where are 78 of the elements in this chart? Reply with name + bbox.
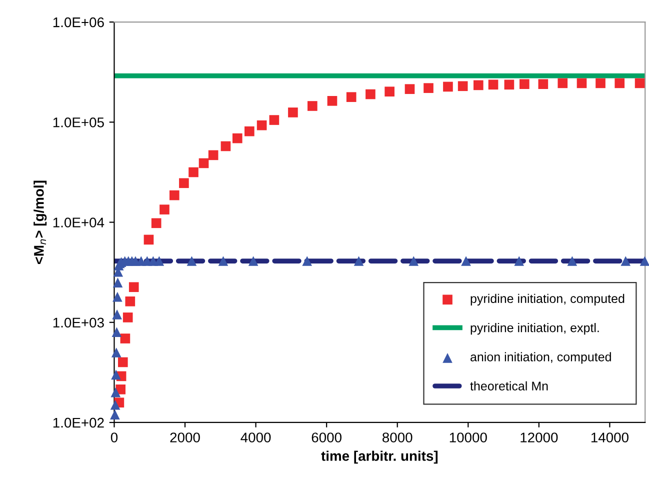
point — [120, 334, 130, 344]
x-tick-label: 14000 — [591, 432, 628, 442]
point — [567, 256, 578, 266]
x-axis-title: time [arbitr. units] — [321, 450, 438, 464]
x-tick-label: 8000 — [382, 432, 412, 442]
legend-label: pyridine initiation, computed — [470, 294, 624, 306]
point — [118, 357, 128, 368]
point — [112, 292, 122, 302]
point — [144, 234, 154, 245]
point — [424, 83, 434, 93]
point — [110, 410, 120, 420]
point — [244, 126, 254, 136]
point — [248, 256, 258, 266]
point — [122, 312, 133, 322]
x-tick-label: 0 — [110, 432, 118, 442]
point — [112, 278, 123, 288]
y-tick-label: 1.0E+04 — [53, 218, 104, 228]
point — [474, 80, 484, 90]
point — [504, 80, 514, 90]
point — [198, 158, 209, 168]
point — [308, 101, 318, 111]
point — [125, 296, 136, 306]
point — [596, 78, 606, 88]
point — [288, 108, 298, 118]
point — [404, 84, 415, 94]
point — [538, 79, 548, 89]
point — [366, 89, 376, 100]
point — [220, 141, 231, 152]
y-axis-title: <M$_{n}$> [g/mol] — [34, 180, 47, 264]
point — [112, 310, 122, 320]
point — [128, 282, 139, 292]
point — [208, 150, 218, 160]
point — [408, 256, 419, 266]
point — [558, 78, 568, 88]
point — [458, 81, 468, 92]
point — [110, 387, 121, 398]
point — [160, 204, 170, 214]
point — [256, 120, 267, 130]
point — [111, 370, 121, 380]
point — [614, 78, 625, 88]
y-tick-label: 1.0E+03 — [53, 318, 104, 328]
point — [269, 115, 280, 125]
point — [327, 96, 338, 106]
point — [520, 79, 530, 89]
x-tick-label: 12000 — [520, 432, 558, 442]
point — [188, 167, 198, 178]
point — [634, 78, 645, 88]
point — [461, 256, 471, 266]
point — [112, 327, 122, 337]
point — [110, 400, 120, 410]
legend-label: theoretical Mn — [470, 381, 548, 390]
point — [151, 218, 162, 228]
point — [514, 256, 524, 266]
point — [111, 348, 122, 358]
point — [384, 86, 394, 96]
point — [218, 256, 228, 266]
x-tick-label: 4000 — [240, 432, 271, 442]
point — [154, 256, 164, 266]
point — [443, 82, 453, 92]
y-tick-label: 1.0E+02 — [53, 418, 104, 428]
x-tick-label: 2000 — [170, 432, 200, 442]
point — [179, 178, 189, 188]
y-tick-label: 1.0E+06 — [53, 17, 104, 28]
point — [169, 190, 180, 200]
legend-label: pyridine initiation, exptl. — [470, 323, 599, 335]
point — [640, 256, 649, 266]
y-tick-label: 1.0E+05 — [53, 117, 104, 128]
point — [186, 256, 197, 266]
x-tick-label: 6000 — [312, 432, 342, 442]
point — [232, 133, 242, 144]
point — [620, 256, 631, 266]
point — [488, 80, 498, 90]
x-tick-label: 10000 — [450, 432, 487, 442]
legend-label: anion initiation, computed — [470, 352, 611, 364]
point — [302, 256, 312, 266]
point — [576, 78, 587, 88]
point — [346, 92, 356, 102]
point — [354, 256, 364, 266]
